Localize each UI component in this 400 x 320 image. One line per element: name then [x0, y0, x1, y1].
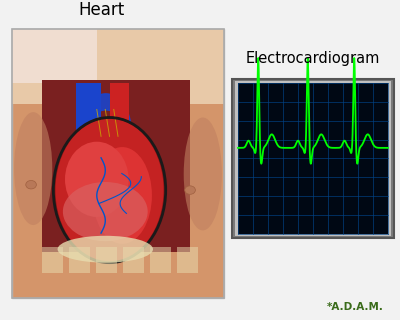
Circle shape [26, 180, 36, 189]
FancyBboxPatch shape [110, 83, 129, 131]
Ellipse shape [63, 182, 148, 241]
Ellipse shape [14, 112, 52, 225]
Text: Electrocardiogram: Electrocardiogram [246, 51, 380, 66]
FancyBboxPatch shape [123, 246, 144, 273]
FancyBboxPatch shape [176, 246, 198, 273]
Circle shape [185, 186, 195, 194]
Text: Heart: Heart [78, 1, 124, 19]
FancyBboxPatch shape [12, 29, 97, 83]
Ellipse shape [92, 147, 152, 244]
FancyBboxPatch shape [150, 246, 171, 273]
Ellipse shape [58, 236, 153, 263]
FancyBboxPatch shape [96, 246, 117, 273]
FancyBboxPatch shape [69, 246, 90, 273]
FancyBboxPatch shape [235, 81, 391, 236]
Ellipse shape [54, 117, 165, 263]
Text: *A.D.A.M.: *A.D.A.M. [327, 302, 384, 312]
FancyBboxPatch shape [76, 83, 101, 142]
FancyBboxPatch shape [232, 79, 394, 238]
FancyBboxPatch shape [42, 246, 63, 273]
FancyBboxPatch shape [238, 83, 388, 234]
Ellipse shape [65, 142, 129, 217]
Ellipse shape [184, 117, 222, 230]
FancyBboxPatch shape [42, 80, 190, 252]
FancyBboxPatch shape [12, 29, 224, 104]
FancyBboxPatch shape [12, 29, 224, 298]
